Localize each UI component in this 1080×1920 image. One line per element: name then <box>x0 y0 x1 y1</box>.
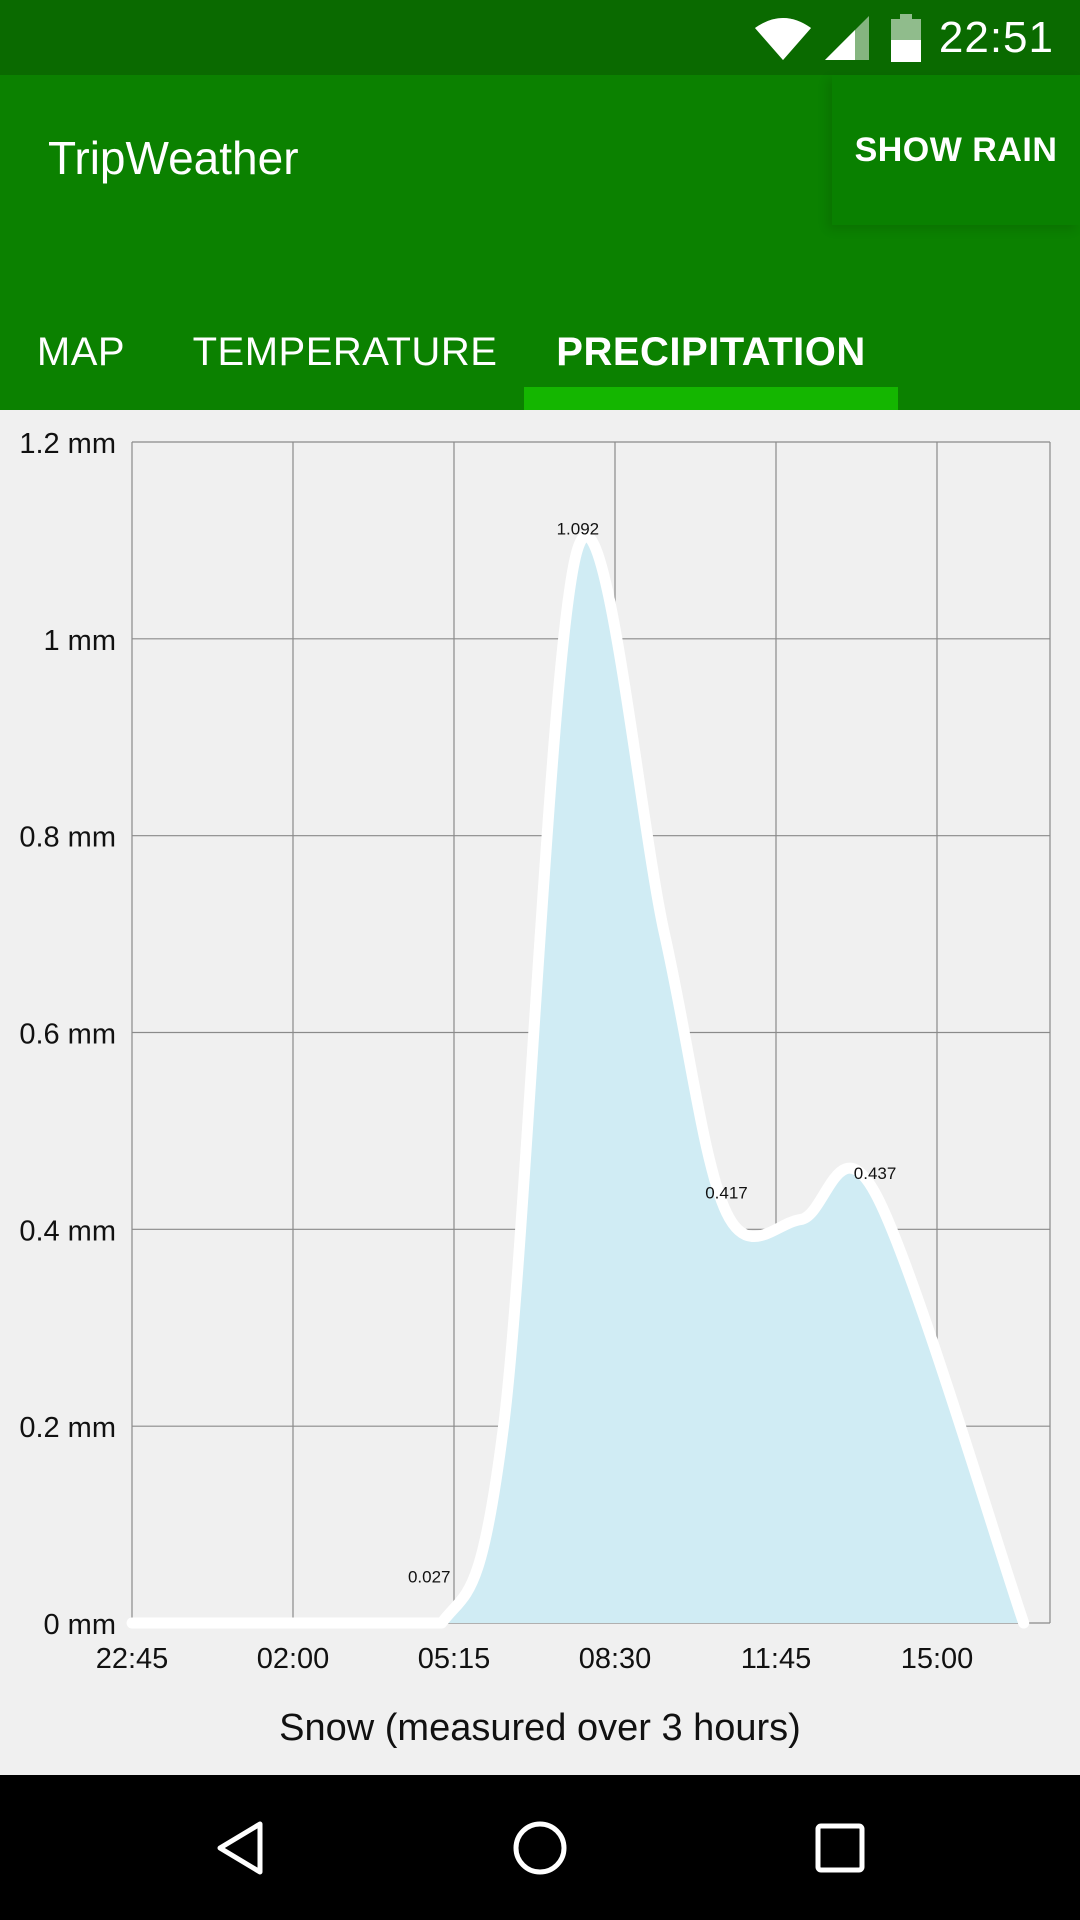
show-rain-button[interactable]: SHOW RAIN <box>832 75 1080 225</box>
battery-icon <box>890 13 921 62</box>
app-bar: TripWeather SHOW RAIN MAP TEMPERATURE PR… <box>0 75 1080 410</box>
status-icons: 22:51 <box>754 0 1054 75</box>
home-icon[interactable] <box>460 1775 620 1920</box>
y-tick-label: 0.8 mm <box>19 822 116 854</box>
x-tick-label: 15:00 <box>901 1643 974 1675</box>
x-tick-label: 02:00 <box>257 1643 330 1675</box>
y-tick-label: 0.4 mm <box>19 1215 116 1247</box>
tab-map[interactable]: MAP <box>36 330 126 374</box>
status-bar: 22:51 <box>0 0 1080 75</box>
tab-precipitation[interactable]: PRECIPITATION <box>556 330 866 374</box>
precipitation-chart-area: 0 mm 0.2 mm 0.4 mm 0.6 mm 0.8 mm 1 mm 1.2 mm 22… <box>0 410 1080 1775</box>
back-icon[interactable] <box>160 1775 320 1920</box>
y-tick-label: 1.2 mm <box>19 428 116 460</box>
data-label: 0.437 <box>854 1164 897 1183</box>
cell-signal-icon <box>824 15 869 60</box>
y-tick-label: 0.6 mm <box>19 1019 116 1051</box>
app-title: TripWeather <box>48 132 299 184</box>
y-tick-label: 0 mm <box>44 1609 117 1641</box>
x-tick-label: 11:45 <box>741 1643 811 1675</box>
wifi-icon <box>754 16 811 60</box>
data-label: 1.092 <box>557 519 600 538</box>
precipitation-chart: 0 mm 0.2 mm 0.4 mm 0.6 mm 0.8 mm 1 mm 1.2 mm 22… <box>19 428 1051 1749</box>
data-label: 0.027 <box>408 1567 451 1586</box>
precipitation-area <box>132 536 1024 1624</box>
x-tick-label: 05:15 <box>418 1643 491 1675</box>
tab-indicator <box>524 387 898 410</box>
recents-icon[interactable] <box>760 1775 920 1920</box>
status-time: 22:51 <box>938 12 1054 62</box>
tab-bar: MAP TEMPERATURE PRECIPITATION <box>0 295 1080 410</box>
x-tick-label: 22:45 <box>96 1643 169 1675</box>
data-label: 0.417 <box>705 1184 748 1203</box>
navigation-bar <box>0 1775 1080 1920</box>
x-axis-label: Snow (measured over 3 hours) <box>279 1707 801 1749</box>
x-tick-label: 08:30 <box>579 1643 652 1675</box>
y-tick-label: 0.2 mm <box>19 1412 116 1444</box>
precipitation-line <box>126 531 1030 1629</box>
y-tick-label: 1 mm <box>44 625 117 657</box>
tab-temperature[interactable]: TEMPERATURE <box>192 330 498 374</box>
